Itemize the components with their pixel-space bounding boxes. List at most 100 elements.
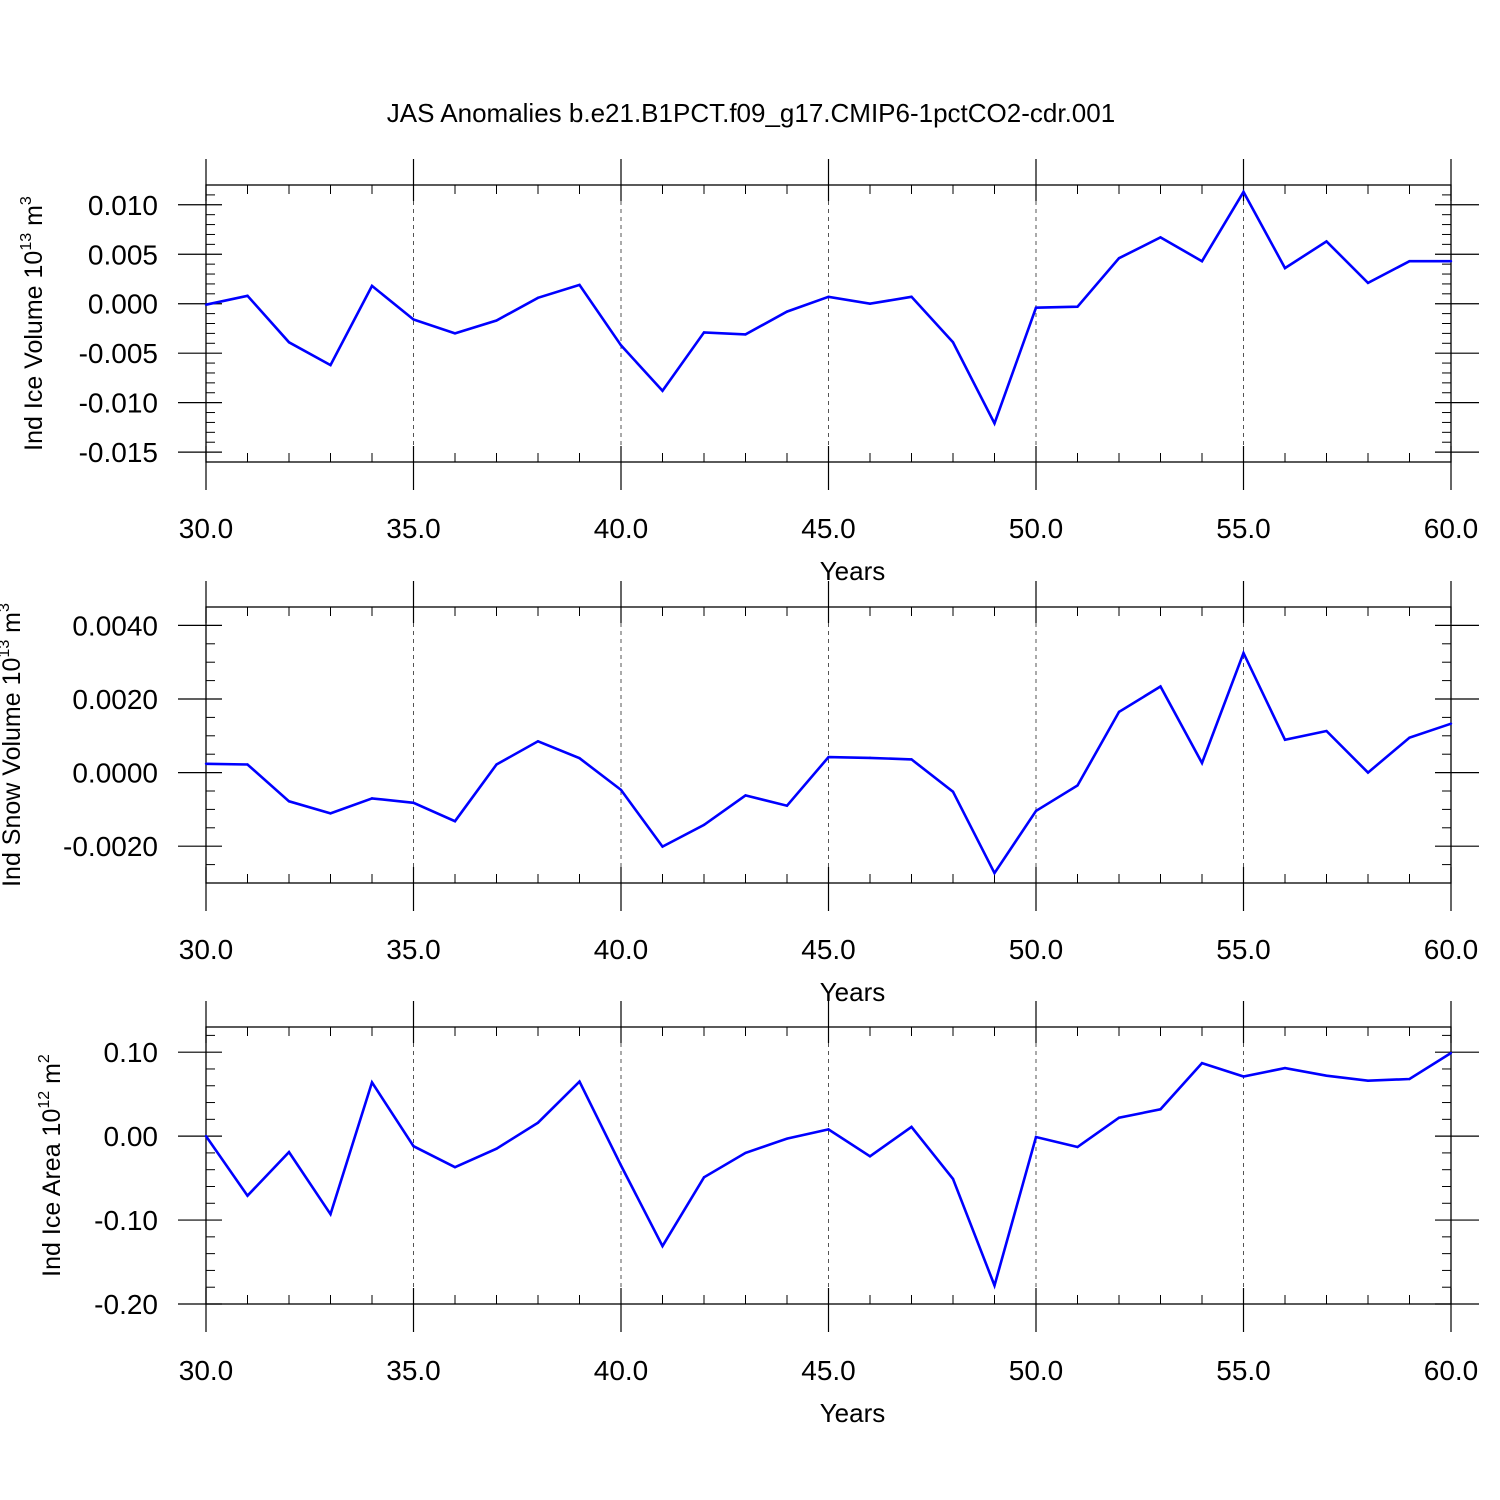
data-point — [827, 295, 830, 298]
data-point — [1283, 266, 1287, 270]
y-tick-label: -0.20 — [94, 1289, 158, 1320]
y-tick-label: -0.0020 — [63, 831, 158, 862]
data-point — [246, 294, 249, 297]
data-point — [1325, 1074, 1328, 1077]
data-point — [1200, 259, 1204, 263]
data-point — [951, 1177, 955, 1181]
y-axis-title: Ind Ice Volume 1013 m3 — [18, 196, 48, 451]
data-point — [993, 422, 996, 425]
x-tick-label: 40.0 — [594, 513, 649, 544]
data-point — [1449, 259, 1453, 263]
data-point — [1283, 738, 1287, 742]
data-point — [1408, 259, 1411, 263]
x-tick-label: 45.0 — [801, 1355, 856, 1386]
data-point — [744, 1151, 747, 1155]
data-point — [495, 763, 498, 766]
y-axis-title: Ind Snow Volume 1013 m3 — [0, 603, 26, 887]
x-tick-label: 60.0 — [1424, 513, 1479, 544]
data-point — [287, 1150, 291, 1154]
data-point — [1076, 1145, 1079, 1149]
data-point — [536, 296, 540, 299]
data-point — [1242, 651, 1245, 655]
y-tick-label: -0.010 — [79, 388, 158, 419]
x-tick-label: 45.0 — [801, 513, 856, 544]
series-line — [204, 1051, 1452, 1290]
data-point — [1449, 722, 1453, 725]
data-point — [868, 1155, 872, 1158]
data-point — [785, 1137, 789, 1140]
y-tick-label: 0.0040 — [72, 610, 158, 641]
y-tick-label: 0.0020 — [72, 684, 158, 715]
plot-frame — [205, 606, 1452, 884]
data-point — [1117, 710, 1121, 714]
data-point — [370, 284, 374, 288]
x-tick-label: 45.0 — [801, 934, 856, 965]
panel-2: 30.0 35.0 40.0 45.0 50.0 55.0 60.0 -0.0020 0.000… — [0, 581, 1479, 1007]
data-point — [1242, 190, 1245, 194]
x-tick-label: 30.0 — [179, 1355, 234, 1386]
data-point — [246, 1194, 249, 1197]
data-point — [370, 1081, 374, 1084]
data-point — [1366, 281, 1370, 285]
y-tick-label: 0.005 — [88, 239, 158, 270]
x-tick-label: 55.0 — [1216, 934, 1271, 965]
data-point — [1117, 257, 1121, 260]
data-point — [1408, 1077, 1411, 1081]
data-point — [910, 1125, 913, 1129]
y-axis-title: Ind Ice Area 1012 m2 — [36, 1054, 66, 1277]
data-point — [204, 303, 208, 306]
data-point — [536, 740, 540, 743]
data-point — [785, 804, 789, 807]
data-point — [412, 318, 415, 321]
data-point — [744, 333, 747, 336]
data-point — [204, 762, 208, 765]
x-tick-label: 50.0 — [1009, 513, 1064, 544]
data-point — [868, 756, 872, 760]
data-point — [661, 1244, 664, 1248]
panel-3: 30.0 35.0 40.0 45.0 50.0 55.0 60.0 -0.20 -0.10 0.… — [36, 1001, 1479, 1428]
data-point — [495, 319, 498, 322]
data-point — [1159, 1108, 1162, 1111]
data-point — [329, 812, 332, 815]
data-point — [329, 1212, 332, 1216]
data-point — [744, 794, 747, 797]
data-point — [287, 341, 291, 344]
data-point — [868, 302, 872, 305]
data-point — [1283, 1066, 1287, 1070]
x-axis-title: Years — [820, 1398, 886, 1428]
plot-frame — [205, 1026, 1452, 1305]
y-tick-label: -0.005 — [79, 338, 158, 369]
data-point — [1076, 784, 1079, 787]
panel-1: 30.0 35.0 40.0 45.0 50.0 55.0 60.0 -0.015 -0.010… — [18, 159, 1479, 586]
data-point — [453, 332, 457, 335]
x-axis-title: Years — [820, 977, 886, 1007]
data-point — [1200, 761, 1204, 765]
x-tick-label: 40.0 — [594, 934, 649, 965]
x-tick-label: 35.0 — [386, 513, 441, 544]
data-point — [702, 823, 706, 827]
data-point — [702, 331, 706, 334]
data-point — [702, 1176, 706, 1179]
x-axis-title: Years — [820, 556, 886, 586]
figure-title: JAS Anomalies b.e21.B1PCT.f09_g17.CMIP6-… — [387, 98, 1115, 128]
data-point — [287, 800, 291, 803]
y-tick-label: 0.10 — [104, 1037, 159, 1068]
data-point — [1325, 240, 1328, 243]
y-tick-label: 0.000 — [88, 289, 158, 320]
data-point — [1366, 771, 1370, 774]
y-tick-label: 0.0000 — [72, 758, 158, 789]
data-point — [951, 790, 955, 793]
x-tick-label: 35.0 — [386, 934, 441, 965]
data-point — [1117, 1116, 1121, 1119]
x-tick-label: 30.0 — [179, 513, 234, 544]
data-point — [661, 845, 664, 848]
data-point — [827, 755, 830, 759]
data-point — [619, 344, 623, 347]
data-point — [1242, 1075, 1245, 1078]
data-point — [827, 1128, 830, 1131]
x-tick-label: 60.0 — [1424, 1355, 1479, 1386]
data-point — [412, 801, 415, 804]
data-point — [1449, 1051, 1453, 1055]
data-point — [1076, 305, 1079, 308]
